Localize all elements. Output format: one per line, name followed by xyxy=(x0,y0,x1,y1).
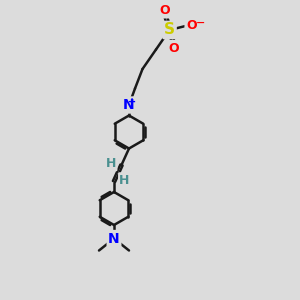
Text: O: O xyxy=(186,19,196,32)
Text: O: O xyxy=(160,4,170,17)
Text: H: H xyxy=(106,157,116,170)
Text: N: N xyxy=(108,232,120,245)
Text: O: O xyxy=(169,41,179,55)
Text: −: − xyxy=(196,18,205,28)
Text: N: N xyxy=(123,98,135,112)
Text: S: S xyxy=(164,22,175,38)
Text: H: H xyxy=(119,173,130,187)
Text: +: + xyxy=(128,97,136,107)
